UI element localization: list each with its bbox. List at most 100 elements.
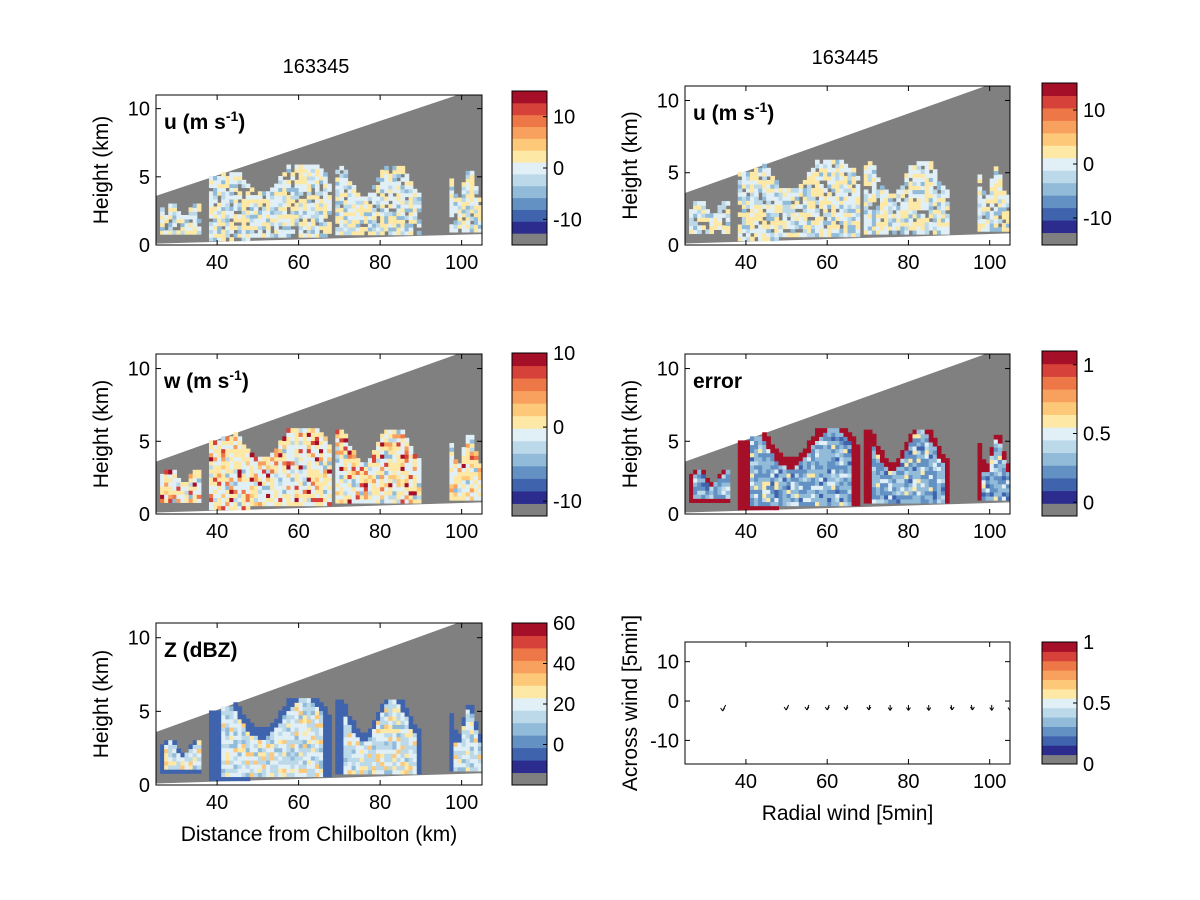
x-tick-label: 40: [206, 252, 228, 274]
colorbar-swatch: [1042, 427, 1077, 441]
colorbar-swatch: [1042, 145, 1077, 159]
colorbar-swatch: [512, 209, 547, 222]
colorbar-swatch: [512, 735, 547, 749]
colorbar-swatch: [1042, 363, 1077, 377]
wind-arrow: [804, 704, 810, 711]
colorbar-swatch: [1042, 195, 1077, 209]
colorbar-swatch: [512, 378, 547, 392]
colorbar-swatch: [1042, 232, 1077, 245]
colorbar-swatch: [1042, 754, 1077, 764]
x-tick-label: 100: [445, 252, 478, 274]
colorbar-swatch: [512, 150, 547, 163]
colorbar-swatch: [1042, 170, 1077, 184]
colorbar-tick-label: 0.5: [1083, 693, 1111, 715]
wind-arrow: [906, 704, 911, 711]
colorbar-tick-label: -10: [553, 209, 582, 231]
colorbar-swatch: [1042, 670, 1077, 681]
y-tick-label: 10: [657, 359, 679, 381]
colorbar-swatch: [512, 91, 547, 104]
x-tick-label: 100: [973, 771, 1006, 793]
y-tick-label: 0: [668, 235, 679, 257]
y-tick-label: 0: [139, 504, 150, 526]
x-tick-label: 80: [897, 252, 919, 274]
wind-arrow: [783, 704, 790, 711]
colorbar-swatch: [512, 722, 547, 736]
x-tick-label: 40: [735, 521, 757, 543]
colorbar-swatch: [1042, 351, 1077, 365]
colorbar-tick-label: 0: [553, 158, 564, 180]
x-tick-label: 80: [897, 521, 919, 543]
colorbar-tick-label: 60: [553, 613, 575, 635]
colorbar: 10 0 -10: [1041, 82, 1112, 246]
y-tick-label: 0: [139, 775, 150, 797]
colorbar: 10.50: [1041, 632, 1111, 776]
colorbar-swatch: [512, 221, 547, 234]
y-axis-label: Height (km): [619, 111, 642, 220]
colorbar-swatch: [1042, 717, 1077, 727]
colorbar-swatch: [1042, 745, 1077, 756]
title-163445: 163445: [812, 47, 879, 69]
x-tick-label: 40: [735, 252, 757, 274]
x-tick-label: 60: [816, 771, 838, 793]
y-tick-label: 5: [139, 701, 150, 723]
panel-annotation: u (m s-1): [164, 108, 245, 134]
colorbar-swatch: [1042, 642, 1077, 652]
colorbar-swatch: [1042, 452, 1077, 466]
colorbar-tick-label: 40: [553, 654, 575, 676]
colorbar-swatch: [1042, 376, 1077, 390]
wind-arrow: [989, 704, 995, 711]
colorbar-swatch: [1042, 157, 1077, 171]
colorbar-swatch: [1042, 120, 1077, 134]
colorbar-tick-label: 10: [553, 343, 575, 365]
colorbar-tick-label: 0: [1083, 492, 1094, 514]
y-tick-label: 10: [657, 90, 679, 112]
y-tick-label: 10: [128, 628, 150, 650]
colorbar-swatch: [512, 415, 547, 429]
colorbar-swatch: [512, 453, 547, 467]
colorbar-swatch: [1042, 707, 1077, 718]
y-tick-label: 5: [668, 431, 679, 453]
colorbar: 10.50: [1041, 350, 1111, 517]
title-163345: 163345: [283, 56, 350, 78]
colorbar-swatch: [512, 623, 547, 636]
colorbar: 10 0 -10: [511, 90, 582, 246]
panel-annotation: u (m s-1): [693, 99, 774, 125]
y-tick-label: 5: [668, 163, 679, 185]
colorbar-swatch: [1042, 679, 1077, 690]
colorbar-swatch: [1042, 132, 1077, 146]
x-tick-label: 40: [206, 521, 228, 543]
x-axis-label: Distance from Chilbolton (km): [181, 823, 458, 846]
x-tick-label: 60: [816, 521, 838, 543]
plot-area: [156, 623, 482, 784]
y-axis-label: Height (km): [90, 650, 113, 759]
colorbar-swatch: [512, 126, 547, 139]
plot-area: [685, 354, 1010, 513]
x-tick-label: 100: [445, 521, 478, 543]
colorbar-swatch: [1042, 735, 1077, 746]
colorbar-swatch: [512, 162, 547, 175]
colorbar-swatch: [512, 114, 547, 128]
y-tick-label: 10: [128, 99, 150, 121]
y-axis-label: Height (km): [90, 116, 113, 225]
colorbar-swatch: [512, 428, 547, 442]
y-axis-label: Across wind [5min]: [619, 615, 642, 791]
axes-frame: [155, 622, 483, 786]
panel-annotation: error: [693, 370, 742, 393]
colorbar-tick-label: -10: [1083, 208, 1112, 230]
axes-frame: [155, 353, 483, 515]
colorbar-swatch: [512, 353, 547, 367]
colorbar-swatch: [1042, 401, 1077, 415]
colorbar-tick-label: 10: [553, 107, 575, 129]
colorbar-swatch: [512, 440, 547, 454]
colorbar-swatch: [1042, 414, 1077, 428]
x-tick-label: 80: [369, 792, 391, 814]
wind-arrow: [720, 704, 727, 712]
wind-arrow: [969, 704, 975, 711]
colorbar: 10 0 -10: [511, 343, 582, 517]
x-tick-label: 80: [897, 771, 919, 793]
panel-Z-163345: 40 60 80 100 0 5 10 Height (km) Distance from Ch…: [90, 613, 575, 846]
y-tick-label: 10: [128, 359, 150, 381]
